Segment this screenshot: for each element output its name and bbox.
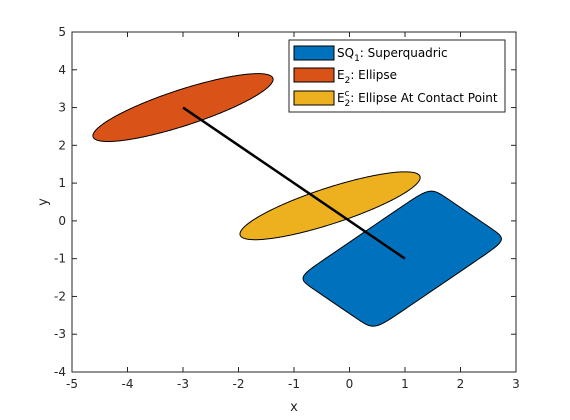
y-tick-label: -4 [54,365,66,379]
contact-line [182,106,406,260]
y-tick-label: 5 [58,25,66,39]
legend-swatch-2 [293,67,335,83]
x-tick-label: -5 [66,377,78,391]
x-tick-label: 2 [457,377,465,391]
legend-swatch-1 [293,45,335,61]
y-tick-label: 0 [58,214,66,228]
legend-entry-3: Ec 2: Ellipse At Contact Point [337,89,498,109]
y-tick-label: 4 [58,63,66,77]
x-tick-label: 0 [346,377,354,391]
x-tick-label: 1 [401,377,409,391]
y-axis-label: y [36,198,51,206]
series-shape-2 [92,73,274,142]
legend-entry-1: SQ1: Superquadric [337,46,448,64]
y-tick-label: -1 [54,252,66,266]
legend-entry-2: E2: Ellipse [337,68,397,86]
x-tick-label: -1 [288,377,300,391]
y-tick-label: 2 [58,138,66,152]
legend: SQ1: Superquadric E2: Ellipse Ec 2: Ellipse… [288,39,506,113]
x-axis-label: x [290,400,298,415]
x-tick-label: -2 [233,377,245,391]
x-tick-label: 3 [512,377,520,391]
series-shape-3 [239,171,421,241]
series-shape-1 [302,190,502,327]
y-tick-label: 3 [58,101,66,115]
x-tick-label: -4 [122,377,134,391]
x-tick-label: -3 [177,377,189,391]
legend-swatch-3 [293,90,335,106]
y-tick-label: -3 [54,327,66,341]
y-tick-label: -2 [54,289,66,303]
y-tick-label: 1 [58,176,66,190]
